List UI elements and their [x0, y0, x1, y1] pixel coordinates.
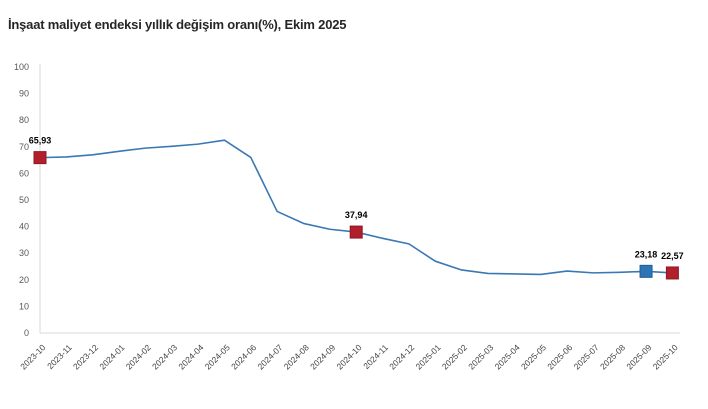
data-point-label: 37,94	[345, 210, 368, 220]
x-axis-tick-label: 2025-08	[598, 342, 627, 371]
y-axis-tick-label: 10	[19, 301, 29, 311]
x-axis-tick-label: 2025-02	[440, 342, 469, 371]
data-point-label: 22,57	[661, 251, 684, 261]
y-axis-tick-label: 90	[19, 89, 29, 99]
data-point-marker	[33, 151, 47, 165]
y-axis-tick-label: 70	[19, 142, 29, 152]
data-point-label: 23,18	[635, 249, 658, 259]
x-axis-tick-label: 2024-04	[176, 342, 205, 371]
y-axis-tick-label: 50	[19, 195, 29, 205]
y-axis-tick-label: 40	[19, 222, 29, 232]
x-axis-tick-label: 2024-02	[124, 342, 153, 371]
x-axis-tick-label: 2024-09	[308, 342, 337, 371]
data-point-marker	[639, 264, 653, 278]
series-line	[39, 139, 673, 276]
x-axis-tick-label: 2025-01	[414, 342, 443, 371]
data-point-label: 65,93	[29, 136, 52, 146]
y-axis-tick-label: 30	[19, 248, 29, 258]
x-axis-tick-label: 2023-10	[18, 342, 47, 371]
x-axis-tick-label: 2025-07	[572, 342, 601, 371]
y-axis-tick-label: 100	[14, 62, 29, 72]
x-axis-tick-label: 2024-12	[387, 342, 416, 371]
x-axis-tick-label: 2024-05	[203, 342, 232, 371]
x-axis-tick-label: 2024-06	[229, 342, 258, 371]
x-axis-tick-label: 2024-07	[255, 342, 284, 371]
x-axis-tick-label: 2024-10	[334, 342, 363, 371]
x-axis-tick-label: 2024-11	[361, 342, 390, 371]
x-axis-tick-label: 2025-05	[519, 342, 548, 371]
y-axis-tick-label: 60	[19, 168, 29, 178]
x-axis-tick-label: 2024-08	[282, 342, 311, 371]
y-axis-tick-label: 0	[24, 328, 29, 338]
x-axis-tick-label: 2024-03	[150, 342, 179, 371]
chart-title: İnşaat maliyet endeksi yıllık değişim or…	[8, 17, 347, 32]
data-point-marker	[349, 225, 363, 239]
x-axis-tick-label: 2025-03	[466, 342, 495, 371]
x-axis-tick-label: 2023-12	[71, 342, 100, 371]
x-axis-tick-label: 2023-11	[45, 342, 74, 371]
x-axis-tick-label: 2024-01	[97, 342, 126, 371]
x-axis-tick-label: 2025-06	[545, 342, 574, 371]
x-axis-tick-label: 2025-09	[624, 342, 653, 371]
y-axis-tick-label: 20	[19, 275, 29, 285]
x-axis-tick-label: 2025-04	[493, 342, 522, 371]
data-point-marker	[665, 266, 679, 280]
x-axis-tick-label: 2025-10	[651, 342, 680, 371]
y-axis-tick-label: 80	[19, 115, 29, 125]
